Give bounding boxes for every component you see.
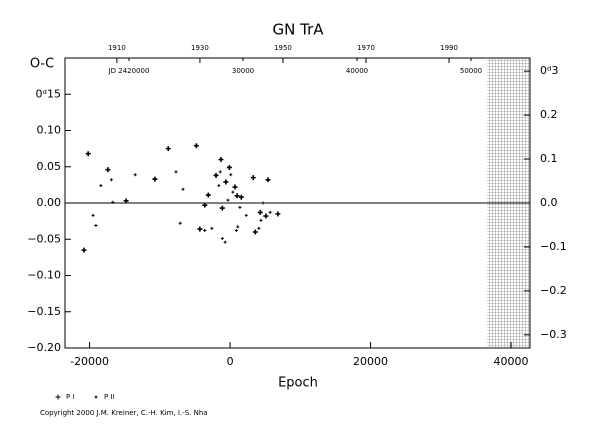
data-point [265, 177, 271, 183]
data-point [257, 226, 261, 230]
data-point [261, 201, 265, 205]
data-point [133, 173, 137, 177]
data-point [263, 213, 269, 219]
data-point [275, 211, 281, 217]
y-tick-label: −0.10 [27, 269, 61, 282]
data-point [203, 229, 207, 233]
y2-tick-label: 0ᵈ3 [540, 64, 558, 77]
legend-marker [55, 394, 61, 400]
data-point [219, 205, 225, 211]
data-point [152, 176, 158, 182]
data-point [193, 143, 199, 149]
jd-tick-label: JD 2420000 [108, 67, 150, 75]
year-tick-label: 1910 [108, 44, 126, 52]
y-tick-label: 0.05 [37, 160, 62, 173]
y2-tick-label: −0.1 [540, 240, 567, 253]
jd-tick-label: 40000 [346, 67, 368, 75]
x-tick-label: -20000 [70, 355, 109, 368]
x-tick-label: 40000 [494, 355, 529, 368]
data-point [178, 221, 182, 225]
y2-tick-label: 0.1 [540, 152, 558, 165]
data-point [165, 146, 171, 152]
data-point [111, 200, 115, 204]
data-point [259, 218, 263, 222]
data-point [218, 157, 224, 162]
data-point [205, 192, 211, 198]
x-tick-label: 20000 [353, 355, 388, 368]
legend-label: P II [104, 393, 115, 401]
data-point [99, 184, 103, 188]
data-point [244, 213, 248, 217]
data-point [217, 184, 221, 188]
data-point [181, 187, 185, 191]
y2-tick-label: 0.0 [540, 196, 558, 209]
data-point [91, 213, 95, 217]
data-point [220, 237, 224, 241]
data-point [236, 225, 240, 229]
data-point [213, 172, 219, 178]
data-point [226, 164, 232, 170]
data-point [174, 170, 178, 174]
y-axis-label: O-C [30, 57, 54, 72]
data-point [123, 198, 129, 204]
data-point [234, 229, 238, 233]
data-point [234, 193, 240, 199]
data-point [210, 226, 214, 230]
data-point [105, 167, 111, 173]
year-tick-label: 1970 [357, 44, 375, 52]
data-point [109, 178, 113, 182]
jd-tick-label: 30000 [232, 67, 254, 75]
jd-tick-label: 50000 [460, 67, 482, 75]
year-tick-label: 1990 [440, 44, 458, 52]
data-point [223, 240, 227, 244]
data-point [238, 194, 244, 200]
y2-tick-label: 0.2 [540, 108, 558, 121]
data-point [218, 170, 222, 174]
data-point [81, 247, 87, 253]
y-tick-label: 0ᵈ15 [36, 87, 61, 100]
y2-tick-label: −0.2 [540, 284, 567, 297]
legend-marker [94, 395, 98, 399]
year-tick-label: 1950 [274, 44, 292, 52]
y-tick-label: 0.00 [37, 196, 62, 209]
data-point [231, 190, 235, 194]
data-point [226, 198, 230, 202]
data-point [85, 151, 91, 157]
legend-label: P I [66, 393, 75, 401]
data-point [229, 173, 233, 177]
data-point [223, 179, 229, 185]
x-axis-label: Epoch [278, 376, 318, 391]
data-point [94, 223, 98, 227]
y-tick-label: −0.15 [27, 305, 61, 318]
x-tick-label: 0 [227, 355, 234, 368]
data-point [197, 226, 203, 232]
data-point [232, 184, 238, 190]
y-tick-label: −0.20 [27, 341, 61, 354]
y-tick-label: −0.05 [27, 232, 61, 245]
data-point [268, 210, 272, 214]
y2-tick-label: −0.3 [540, 328, 567, 341]
copyright: Copyright 2000 J.M. Kreiner, C.-H. Kim, … [40, 409, 208, 417]
data-point [202, 202, 208, 208]
year-tick-label: 1930 [191, 44, 209, 52]
data-point [252, 229, 258, 235]
data-point [238, 205, 242, 209]
data-point [257, 209, 263, 215]
chart-title: GN TrA [273, 21, 325, 39]
y-tick-label: 0.10 [37, 124, 62, 137]
data-point [250, 175, 256, 181]
